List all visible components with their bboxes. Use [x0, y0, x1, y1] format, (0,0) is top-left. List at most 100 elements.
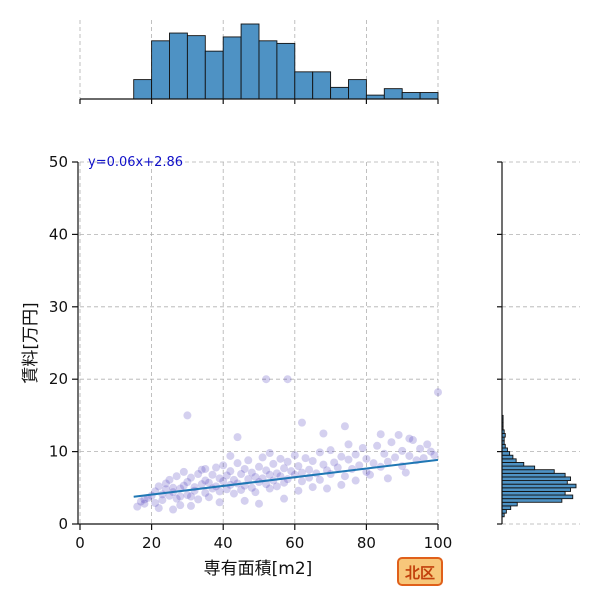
scatter-point — [362, 467, 371, 476]
scatter-point — [233, 459, 242, 468]
scatter-point — [176, 492, 185, 501]
scatter-point — [337, 480, 346, 489]
top-histogram-bar — [186, 35, 206, 100]
scatter-point — [369, 459, 378, 468]
right-histogram-bar — [501, 451, 511, 456]
scatter-point — [308, 457, 317, 466]
scatter-point — [208, 470, 217, 479]
y-tick-label: 50 — [49, 153, 68, 171]
scatter-point — [362, 454, 371, 463]
scatter-point — [283, 375, 292, 384]
right-histogram-bar — [501, 483, 577, 489]
scatter-point — [151, 499, 160, 508]
scatter-point — [186, 501, 195, 510]
right-histogram-bar — [501, 472, 566, 478]
scatter-point — [165, 491, 174, 500]
scatter-point — [305, 465, 314, 474]
scatter-point — [430, 451, 439, 460]
scatter-point — [365, 470, 374, 479]
scatter-point — [215, 498, 224, 507]
right-histogram-bar — [501, 480, 568, 485]
right-histogram-bar — [501, 447, 508, 453]
scatter-point — [383, 457, 392, 466]
scatter-point — [323, 484, 332, 493]
y-tick-label: 40 — [49, 225, 68, 243]
scatter-point — [408, 436, 417, 445]
scatter-point — [308, 483, 317, 492]
scatter-point — [154, 504, 163, 513]
top-histogram-bar — [204, 50, 224, 100]
scatter-point — [290, 451, 299, 460]
scatter-point — [262, 480, 271, 489]
top-histogram-bar — [133, 79, 153, 100]
right-histogram-bar — [501, 462, 525, 467]
scatter-point — [258, 453, 267, 462]
scatter-point — [344, 440, 353, 449]
top-histogram-bar — [151, 40, 170, 100]
scatter-point — [158, 496, 167, 505]
scatter-point — [179, 467, 188, 476]
top-histogram-bar — [240, 23, 260, 100]
scatter-point — [434, 388, 442, 397]
top-histogram — [133, 23, 439, 100]
scatter-point — [244, 475, 253, 484]
scatter-point — [172, 472, 181, 481]
scatter-point — [161, 479, 170, 488]
scatter-point — [426, 447, 435, 456]
scatter-point — [240, 496, 249, 505]
scatter-point — [315, 448, 324, 457]
scatter-point — [344, 455, 353, 464]
x-tick-label: 0 — [75, 534, 85, 552]
scatter-point — [226, 467, 235, 476]
top-histogram-bar — [169, 32, 188, 100]
scatter-point — [183, 478, 192, 487]
scatter-point — [280, 464, 289, 473]
right-histogram — [501, 414, 577, 518]
scatter-point — [265, 449, 274, 458]
scatter-point — [219, 461, 228, 470]
scatter-point — [398, 446, 407, 455]
scatter-point — [351, 476, 360, 485]
x-tick-label: 80 — [357, 534, 376, 552]
scatter-point — [287, 467, 296, 476]
y-axis-title: 賃料[万円] — [21, 302, 41, 383]
scatter-point — [315, 475, 324, 484]
scatter-point — [319, 460, 328, 469]
right-histogram-bar — [501, 469, 555, 474]
scatter-point — [140, 499, 149, 508]
scatter-point — [272, 469, 281, 478]
scatter-point — [154, 482, 163, 491]
scatter-point — [133, 502, 142, 511]
scatter-point — [255, 499, 263, 508]
scatter-point — [351, 450, 360, 459]
right-histogram-bar — [501, 490, 566, 496]
scatter-point — [197, 480, 206, 489]
scatter-point — [204, 493, 213, 502]
scatter-point — [244, 456, 253, 465]
scatter-point — [197, 465, 206, 474]
y-tick-label: 30 — [49, 298, 68, 316]
scatter-point — [265, 470, 274, 479]
scatter-point — [419, 454, 428, 463]
top-histogram-bar — [348, 79, 367, 100]
x-tick-label: 20 — [142, 534, 161, 552]
scatter-point — [229, 489, 238, 498]
scatter-point — [183, 411, 192, 420]
scatter-point — [215, 487, 224, 496]
scatter-point — [337, 452, 346, 461]
top-histogram-bar — [383, 88, 403, 100]
scatter-point — [294, 486, 303, 495]
scatter-point — [237, 470, 246, 479]
scatter-point — [373, 441, 382, 450]
scatter-point — [401, 468, 410, 477]
scatter-point — [219, 477, 228, 486]
y-tick-label: 20 — [49, 370, 68, 388]
scatter-point — [326, 446, 335, 455]
top-histogram-bar — [312, 71, 332, 100]
right-histogram-bar — [501, 465, 536, 471]
scatter-point — [272, 482, 281, 491]
scatter-point — [251, 488, 260, 497]
scatter-point — [391, 453, 400, 462]
scatter-point — [380, 449, 389, 458]
